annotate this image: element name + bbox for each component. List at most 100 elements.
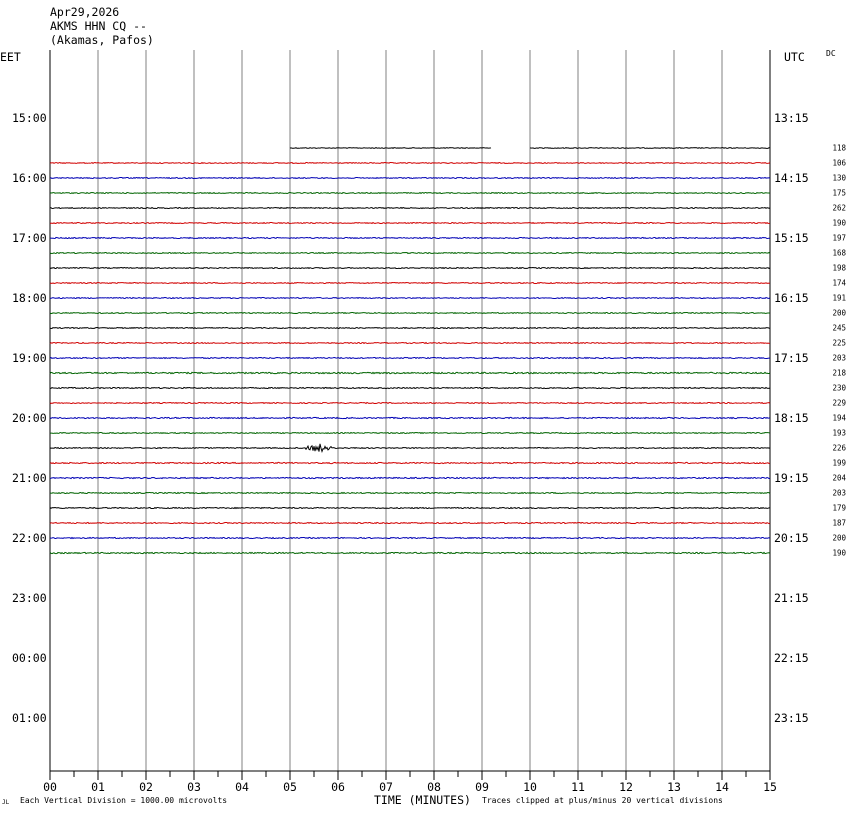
x-tick-label: 01 (91, 780, 105, 794)
seismic-trace-row (49, 521, 771, 525)
x-tick-label: 00 (43, 780, 57, 794)
x-tick-label: 14 (715, 780, 729, 794)
seismic-trace-row (49, 221, 771, 225)
left-hour-label: 16:00 (12, 171, 47, 185)
clip-note: Traces clipped at plus/minus 20 vertical… (482, 796, 723, 805)
seismic-trace-row (289, 147, 492, 149)
seismic-trace-row (49, 491, 771, 495)
dc-offset-label: 203 (832, 354, 846, 363)
seismic-trace-row (49, 341, 771, 345)
x-tick-label: 12 (619, 780, 633, 794)
dc-offset-label: 225 (832, 339, 846, 348)
x-tick-label: 03 (187, 780, 201, 794)
left-hour-label: 21:00 (12, 471, 47, 485)
dc-offset-label: 187 (832, 519, 846, 528)
right-hour-label: 19:15 (774, 471, 809, 485)
right-hour-label: 15:15 (774, 231, 809, 245)
seismic-trace-row (49, 371, 771, 375)
left-hour-label: 23:00 (12, 591, 47, 605)
header-station: AKMS HHN CQ -- (50, 19, 147, 33)
dc-offset-label: 200 (832, 309, 846, 318)
seismic-trace-row (530, 147, 771, 149)
seismic-trace-row (49, 326, 771, 330)
seismic-trace-row (49, 506, 771, 510)
dc-offset-label: 226 (832, 444, 846, 453)
left-hour-label: 19:00 (12, 351, 47, 365)
seismic-trace-row (49, 236, 771, 240)
right-hour-label: 16:15 (774, 291, 809, 305)
right-hour-label: 17:15 (774, 351, 809, 365)
dc-column-label: DC (826, 49, 836, 58)
right-hour-label: 22:15 (774, 651, 809, 665)
x-tick-label: 06 (331, 780, 345, 794)
right-hour-label: 18:15 (774, 411, 809, 425)
seismic-trace-row (49, 266, 771, 270)
right-hour-label: 13:15 (774, 111, 809, 125)
dc-offset-label: 130 (832, 174, 846, 183)
vertical-scale-note: Each Vertical Division = 1000.00 microvo… (20, 796, 228, 805)
dc-offset-label: 193 (832, 429, 846, 438)
seismic-trace-row (49, 461, 771, 465)
dc-offset-label: 204 (832, 474, 846, 483)
header-date: Apr29,2026 (50, 5, 120, 19)
seismic-trace-row (49, 551, 771, 555)
dc-offset-label: 118 (832, 144, 846, 153)
left-timezone-label: EET (0, 50, 21, 64)
seismic-trace-row (49, 443, 771, 454)
dc-offset-label: 179 (832, 504, 846, 513)
dc-offset-label: 203 (832, 489, 846, 498)
dc-offset-label: 230 (832, 384, 846, 393)
dc-offset-label: 168 (832, 249, 846, 258)
x-tick-label: 05 (283, 780, 297, 794)
left-hour-label: 22:00 (12, 531, 47, 545)
dc-offset-label: 199 (832, 459, 846, 468)
x-tick-label: 08 (427, 780, 441, 794)
seismic-trace-row (49, 536, 771, 540)
x-tick-label: 11 (571, 780, 585, 794)
right-hour-label: 21:15 (774, 591, 809, 605)
header-location: (Akamas, Pafos) (50, 33, 154, 47)
x-tick-label: 02 (139, 780, 153, 794)
x-tick-label: 15 (763, 780, 777, 794)
seismic-trace-row (49, 281, 771, 285)
x-axis-title: TIME (MINUTES) (374, 793, 471, 807)
x-tick-label: 10 (523, 780, 537, 794)
dc-offset-label: 245 (832, 324, 846, 333)
dc-offset-label: 191 (832, 294, 846, 303)
corner-mark: JL (2, 799, 10, 806)
seismic-trace-row (49, 311, 771, 315)
dc-offset-label: 198 (832, 264, 846, 273)
seismic-trace-row (49, 251, 771, 255)
dc-offset-label: 229 (832, 399, 846, 408)
right-hour-label: 20:15 (774, 531, 809, 545)
seismic-trace-row (49, 296, 771, 300)
left-hour-label: 15:00 (12, 111, 47, 125)
dc-offset-label: 106 (832, 159, 846, 168)
dc-offset-label: 194 (832, 414, 846, 423)
x-tick-label: 09 (475, 780, 489, 794)
seismic-trace-row (49, 176, 771, 180)
seismic-trace-row (49, 431, 771, 435)
left-hour-label: 18:00 (12, 291, 47, 305)
x-tick-label: 04 (235, 780, 249, 794)
seismic-trace-row (49, 191, 771, 195)
left-hour-label: 20:00 (12, 411, 47, 425)
seismic-trace-row (49, 401, 771, 405)
seismic-trace-row (49, 386, 771, 390)
left-hour-label: 01:00 (12, 711, 47, 725)
right-hour-label: 23:15 (774, 711, 809, 725)
left-hour-label: 17:00 (12, 231, 47, 245)
seismic-trace-row (49, 416, 771, 420)
dc-offset-label: 190 (832, 549, 846, 558)
left-hour-label: 00:00 (12, 651, 47, 665)
dc-offset-label: 190 (832, 219, 846, 228)
seismic-trace-row (49, 161, 771, 165)
seismic-trace-row (49, 476, 771, 480)
dc-offset-label: 174 (832, 279, 846, 288)
seismic-trace-row (49, 356, 771, 360)
x-tick-label: 07 (379, 780, 393, 794)
right-timezone-label: UTC (784, 50, 805, 64)
dc-offset-label: 262 (832, 204, 846, 213)
x-tick-label: 13 (667, 780, 681, 794)
